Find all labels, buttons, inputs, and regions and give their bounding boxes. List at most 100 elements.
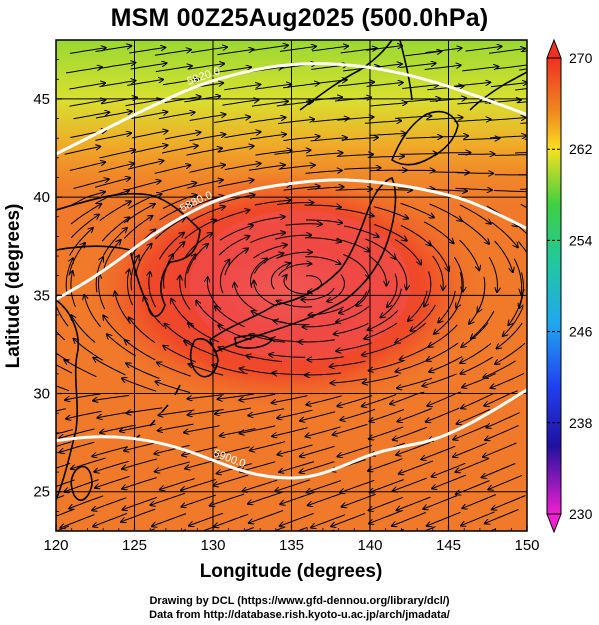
streamline-arrow [393,256,407,290]
streamline-arrow [432,462,466,476]
streamline-arrow [483,360,516,378]
streamline-arrow [394,239,421,265]
streamline-arrow [99,63,135,69]
streamline-arrow [129,47,165,54]
streamline-arrow [392,512,426,526]
streamline-arrow [65,258,73,294]
streamline-arrow [224,249,248,276]
streamline-arrow [218,325,252,341]
streamline-arrow [249,118,285,123]
streamline-arrow [69,162,105,171]
streamline-arrow [370,409,405,422]
streamline-arrow [99,201,131,221]
streamline-arrow [131,112,168,119]
streamline-arrow [125,99,162,107]
streamline-arrow [399,63,435,68]
streamline-arrow [394,116,431,119]
streamline-arrow [308,306,344,315]
streamline-arrow [128,194,162,209]
colorbar-label: 230 [569,506,593,522]
streamline-arrow [242,527,254,531]
streamline-arrow [327,274,345,302]
streamline-arrow [335,189,372,190]
streamline-arrow [432,255,444,290]
streamline-arrow [214,67,251,74]
streamline-arrow [69,48,106,54]
streamline-arrow [390,391,425,404]
streamline-arrow [433,153,470,154]
streamline-arrow [71,457,106,469]
streamline-arrow [373,206,408,219]
streamline-arrow [306,395,342,405]
streamline-arrow [370,479,404,493]
streamline-arrow [131,131,168,139]
streamline-arrow [429,356,463,372]
streamline-arrow [375,190,412,191]
streamline-arrow [337,117,373,121]
credit-drawing: Drawing by DCL (https://www.gfd-dennou.o… [149,595,450,607]
streamline-arrow [124,441,160,451]
streamline-arrow [224,132,261,138]
streamline-arrow [300,411,336,421]
streamline-arrow [215,306,245,328]
streamline-arrow [201,525,216,531]
streamline-arrow [434,306,459,334]
streamline-arrow [249,217,285,225]
streamline-arrow [381,288,402,318]
streamline-arrow [255,84,291,90]
streamline-arrow [370,103,406,107]
streamline-arrow [95,46,131,52]
streamline-arrow [310,138,347,142]
contour-line [56,388,527,480]
streamline-arrow [344,225,379,237]
y-tick-label: 25 [33,484,50,501]
streamline-arrow [491,372,525,388]
streamline-arrow [283,186,320,191]
streamline-arrow [305,275,322,292]
streamline-arrow [400,202,435,217]
streamline-arrow [277,301,313,308]
streamline-arrow [369,426,404,439]
streamline-arrow [364,121,401,124]
streamline-arrow [115,292,132,325]
streamline-arrow [64,147,101,155]
streamline-arrow [181,494,216,507]
streamline-arrow [66,410,102,419]
streamline-arrow [296,526,308,531]
streamline-arrow [453,425,487,440]
streamline-arrow [520,203,527,209]
streamline-arrow [93,513,128,527]
streamline-arrow [494,240,513,272]
y-tick-label: 45 [33,91,50,108]
streamline-arrow [368,255,387,286]
streamline-arrow [56,508,75,517]
streamline-arrow [330,529,335,531]
streamline-arrow [497,322,523,348]
colorbar-label: 246 [569,324,593,340]
streamline-arrow [484,390,518,406]
streamline-arrow [56,364,73,374]
streamline-arrow [280,491,315,504]
streamline-arrow [272,395,308,403]
streamline-arrow [306,480,342,493]
streamline-arrow [336,306,370,322]
streamline-arrow [240,368,276,375]
streamline-arrow [341,138,378,141]
streamline-arrow [240,461,276,472]
streamline-arrow [331,378,367,383]
streamline-arrow [491,221,518,247]
colorbar-label: 270 [569,50,593,66]
streamline-arrow [310,80,347,85]
streamline-arrow [126,407,163,413]
streamline-arrow [188,64,224,70]
streamline-arrow [337,82,374,87]
streamline-arrow [130,63,167,70]
streamline-arrow [120,423,156,431]
streamline-arrow [489,118,525,121]
china-coastline [56,299,80,501]
streamline-arrow [130,255,139,291]
streamline-arrow [246,356,283,362]
streamline-arrow [214,210,249,223]
chart-title: MSM 00Z25Aug2025 (500.0hPa) [110,4,489,32]
streamline-arrow [432,474,467,488]
